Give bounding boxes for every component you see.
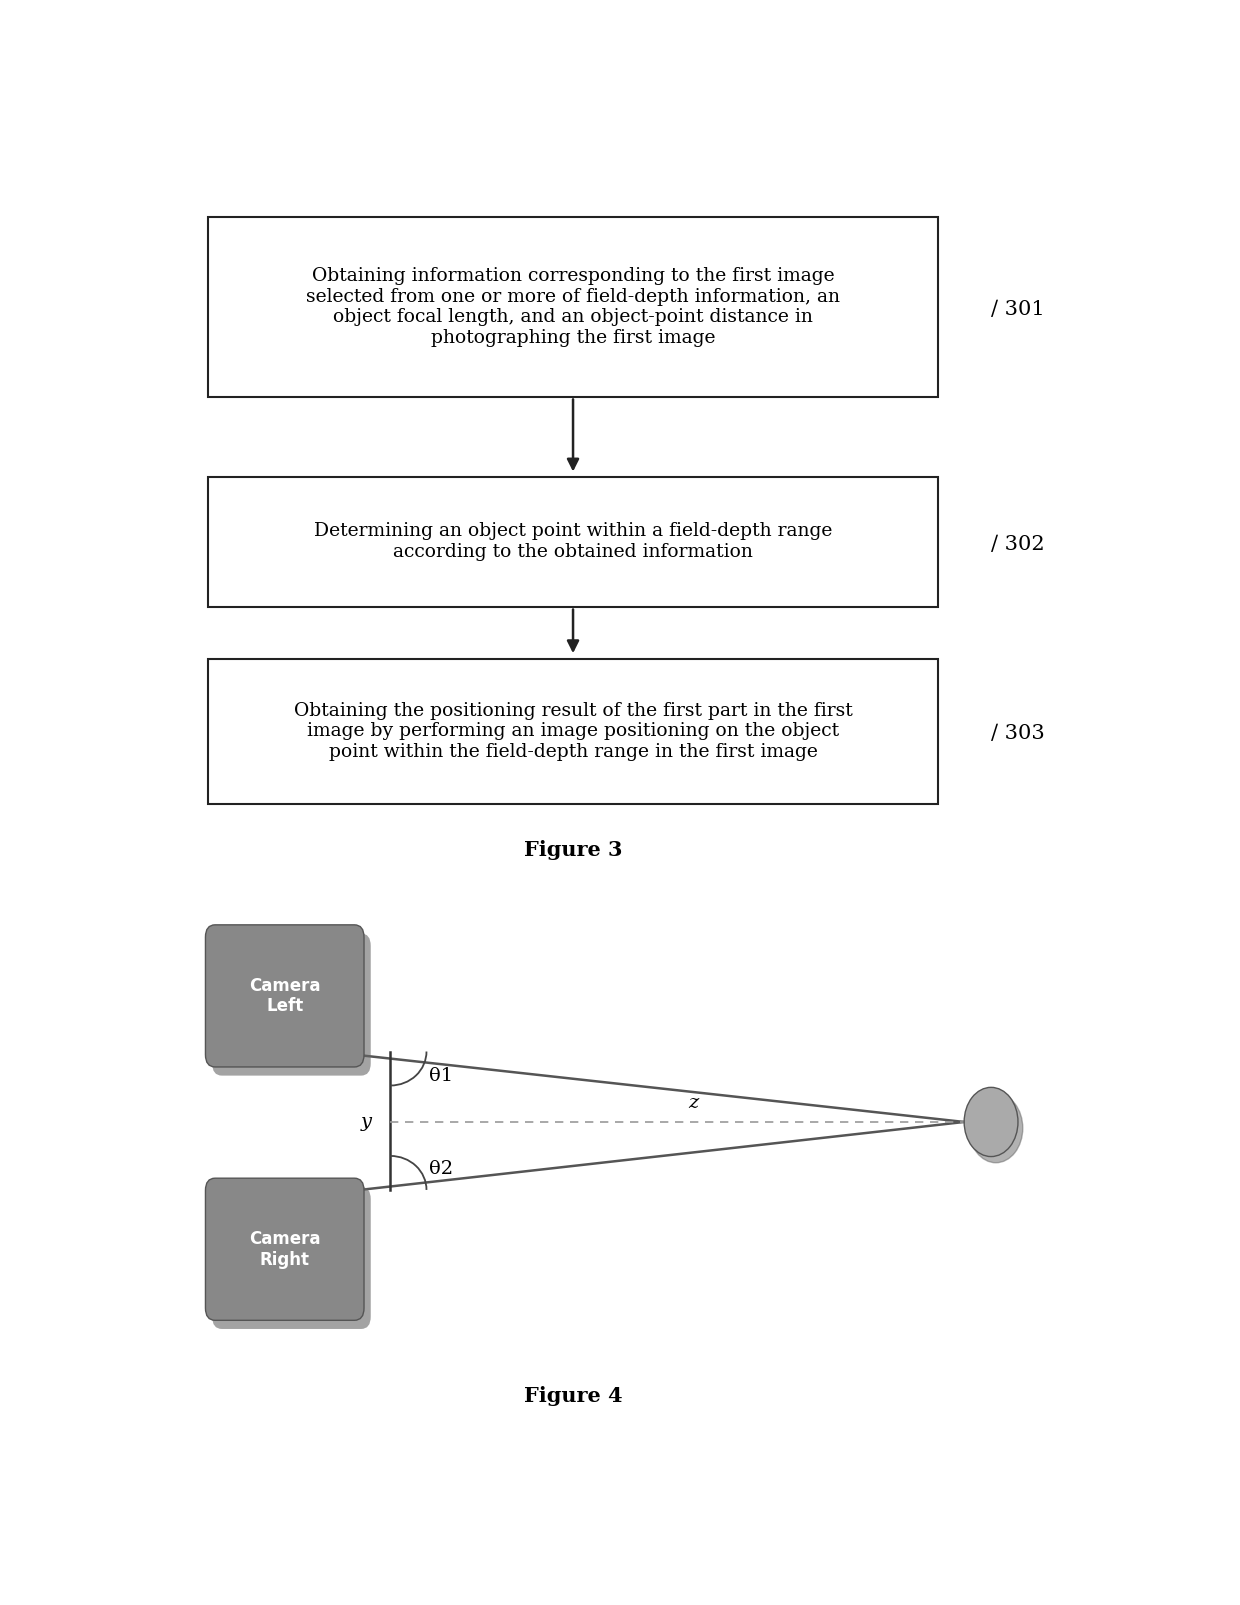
Text: ∕ 303: ∕ 303 xyxy=(991,724,1045,743)
FancyBboxPatch shape xyxy=(206,1178,365,1321)
Text: Obtaining the positioning result of the first part in the first
image by perform: Obtaining the positioning result of the … xyxy=(294,701,852,761)
FancyBboxPatch shape xyxy=(208,658,939,804)
FancyBboxPatch shape xyxy=(212,1186,371,1329)
Text: ∕ 302: ∕ 302 xyxy=(991,536,1044,554)
Text: Determining an object point within a field-depth range
according to the obtained: Determining an object point within a fie… xyxy=(314,522,832,562)
Circle shape xyxy=(965,1087,1018,1157)
Text: Figure 4: Figure 4 xyxy=(523,1387,622,1406)
Text: y: y xyxy=(361,1112,371,1132)
FancyBboxPatch shape xyxy=(206,924,365,1067)
FancyBboxPatch shape xyxy=(208,477,939,607)
FancyBboxPatch shape xyxy=(212,934,371,1075)
Text: θ1: θ1 xyxy=(429,1067,453,1085)
Text: ∕ 301: ∕ 301 xyxy=(991,300,1045,319)
Text: Camera
Right: Camera Right xyxy=(249,1229,320,1268)
FancyBboxPatch shape xyxy=(208,217,939,396)
Circle shape xyxy=(968,1093,1023,1162)
Text: θ2: θ2 xyxy=(429,1160,453,1178)
Text: Obtaining information corresponding to the first image
selected from one or more: Obtaining information corresponding to t… xyxy=(306,266,839,347)
Text: z: z xyxy=(688,1095,698,1112)
Text: Figure 3: Figure 3 xyxy=(523,839,622,860)
Text: Camera
Left: Camera Left xyxy=(249,976,320,1016)
